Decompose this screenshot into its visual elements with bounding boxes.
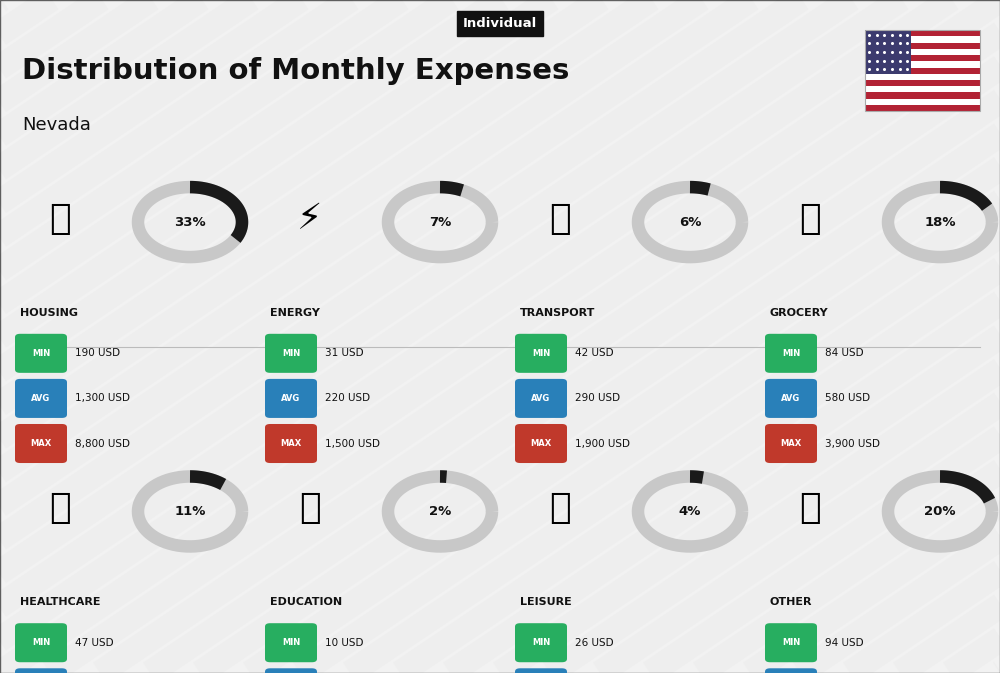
Text: 🛍: 🛍 bbox=[549, 491, 571, 525]
Text: EDUCATION: EDUCATION bbox=[270, 598, 342, 607]
FancyBboxPatch shape bbox=[865, 30, 911, 74]
FancyBboxPatch shape bbox=[765, 668, 817, 673]
Text: 3,900 USD: 3,900 USD bbox=[825, 439, 880, 448]
Text: 31 USD: 31 USD bbox=[325, 349, 364, 358]
Text: MAX: MAX bbox=[530, 439, 552, 448]
FancyBboxPatch shape bbox=[865, 61, 980, 67]
Text: 42 USD: 42 USD bbox=[575, 349, 614, 358]
Text: 1,300 USD: 1,300 USD bbox=[75, 394, 130, 403]
Text: MIN: MIN bbox=[282, 349, 300, 358]
Text: GROCERY: GROCERY bbox=[770, 308, 829, 318]
FancyBboxPatch shape bbox=[865, 30, 980, 36]
Text: Distribution of Monthly Expenses: Distribution of Monthly Expenses bbox=[22, 57, 569, 85]
FancyBboxPatch shape bbox=[865, 74, 980, 80]
Text: OTHER: OTHER bbox=[770, 598, 812, 607]
Text: MIN: MIN bbox=[532, 349, 550, 358]
Text: ENERGY: ENERGY bbox=[270, 308, 320, 318]
Text: 🏥: 🏥 bbox=[49, 491, 71, 525]
FancyBboxPatch shape bbox=[265, 334, 317, 373]
Text: MAX: MAX bbox=[30, 439, 52, 448]
FancyBboxPatch shape bbox=[15, 424, 67, 463]
FancyBboxPatch shape bbox=[865, 49, 980, 55]
Text: 94 USD: 94 USD bbox=[825, 638, 864, 647]
FancyBboxPatch shape bbox=[515, 379, 567, 418]
FancyBboxPatch shape bbox=[515, 668, 567, 673]
Text: 10 USD: 10 USD bbox=[325, 638, 364, 647]
FancyBboxPatch shape bbox=[865, 86, 980, 92]
Text: HOUSING: HOUSING bbox=[20, 308, 78, 318]
FancyBboxPatch shape bbox=[865, 55, 980, 61]
FancyBboxPatch shape bbox=[515, 424, 567, 463]
Text: AVG: AVG bbox=[781, 394, 801, 403]
FancyBboxPatch shape bbox=[765, 623, 817, 662]
FancyBboxPatch shape bbox=[765, 334, 817, 373]
Text: 💰: 💰 bbox=[799, 491, 821, 525]
Text: 33%: 33% bbox=[174, 215, 206, 229]
Text: 🏢: 🏢 bbox=[49, 202, 71, 236]
FancyBboxPatch shape bbox=[865, 80, 980, 86]
Text: MAX: MAX bbox=[780, 439, 802, 448]
Text: LEISURE: LEISURE bbox=[520, 598, 572, 607]
Text: 220 USD: 220 USD bbox=[325, 394, 370, 403]
FancyBboxPatch shape bbox=[15, 623, 67, 662]
Text: 11%: 11% bbox=[174, 505, 206, 518]
FancyBboxPatch shape bbox=[865, 67, 980, 74]
Text: 18%: 18% bbox=[924, 215, 956, 229]
Text: 1,900 USD: 1,900 USD bbox=[575, 439, 630, 448]
FancyBboxPatch shape bbox=[265, 424, 317, 463]
Text: MAX: MAX bbox=[280, 439, 302, 448]
Text: 290 USD: 290 USD bbox=[575, 394, 620, 403]
Text: 7%: 7% bbox=[429, 215, 451, 229]
FancyBboxPatch shape bbox=[15, 334, 67, 373]
FancyBboxPatch shape bbox=[265, 379, 317, 418]
Text: MIN: MIN bbox=[32, 638, 50, 647]
FancyBboxPatch shape bbox=[865, 92, 980, 99]
Text: 26 USD: 26 USD bbox=[575, 638, 614, 647]
Text: 20%: 20% bbox=[924, 505, 956, 518]
Text: MIN: MIN bbox=[782, 349, 800, 358]
FancyBboxPatch shape bbox=[865, 36, 980, 42]
FancyBboxPatch shape bbox=[15, 668, 67, 673]
Text: 🛒: 🛒 bbox=[799, 202, 821, 236]
Text: MIN: MIN bbox=[32, 349, 50, 358]
Text: AVG: AVG bbox=[31, 394, 51, 403]
Text: 🎓: 🎓 bbox=[299, 491, 321, 525]
Text: 2%: 2% bbox=[429, 505, 451, 518]
Text: 1,500 USD: 1,500 USD bbox=[325, 439, 380, 448]
Text: AVG: AVG bbox=[281, 394, 301, 403]
Text: 6%: 6% bbox=[679, 215, 701, 229]
Text: ⚡: ⚡ bbox=[297, 202, 323, 236]
Text: MIN: MIN bbox=[282, 638, 300, 647]
Text: TRANSPORT: TRANSPORT bbox=[520, 308, 595, 318]
Text: 8,800 USD: 8,800 USD bbox=[75, 439, 130, 448]
Text: 47 USD: 47 USD bbox=[75, 638, 114, 647]
FancyBboxPatch shape bbox=[515, 623, 567, 662]
FancyBboxPatch shape bbox=[765, 379, 817, 418]
Text: MIN: MIN bbox=[782, 638, 800, 647]
Text: Nevada: Nevada bbox=[22, 116, 91, 133]
Text: 190 USD: 190 USD bbox=[75, 349, 120, 358]
FancyBboxPatch shape bbox=[265, 668, 317, 673]
Text: 580 USD: 580 USD bbox=[825, 394, 870, 403]
FancyBboxPatch shape bbox=[865, 99, 980, 105]
FancyBboxPatch shape bbox=[865, 105, 980, 111]
Text: MIN: MIN bbox=[532, 638, 550, 647]
FancyBboxPatch shape bbox=[765, 424, 817, 463]
FancyBboxPatch shape bbox=[15, 379, 67, 418]
Text: Individual: Individual bbox=[463, 17, 537, 30]
Text: HEALTHCARE: HEALTHCARE bbox=[20, 598, 100, 607]
FancyBboxPatch shape bbox=[865, 42, 980, 49]
Text: 4%: 4% bbox=[679, 505, 701, 518]
Text: 🚌: 🚌 bbox=[549, 202, 571, 236]
FancyBboxPatch shape bbox=[515, 334, 567, 373]
Text: 84 USD: 84 USD bbox=[825, 349, 864, 358]
Text: AVG: AVG bbox=[531, 394, 551, 403]
FancyBboxPatch shape bbox=[265, 623, 317, 662]
